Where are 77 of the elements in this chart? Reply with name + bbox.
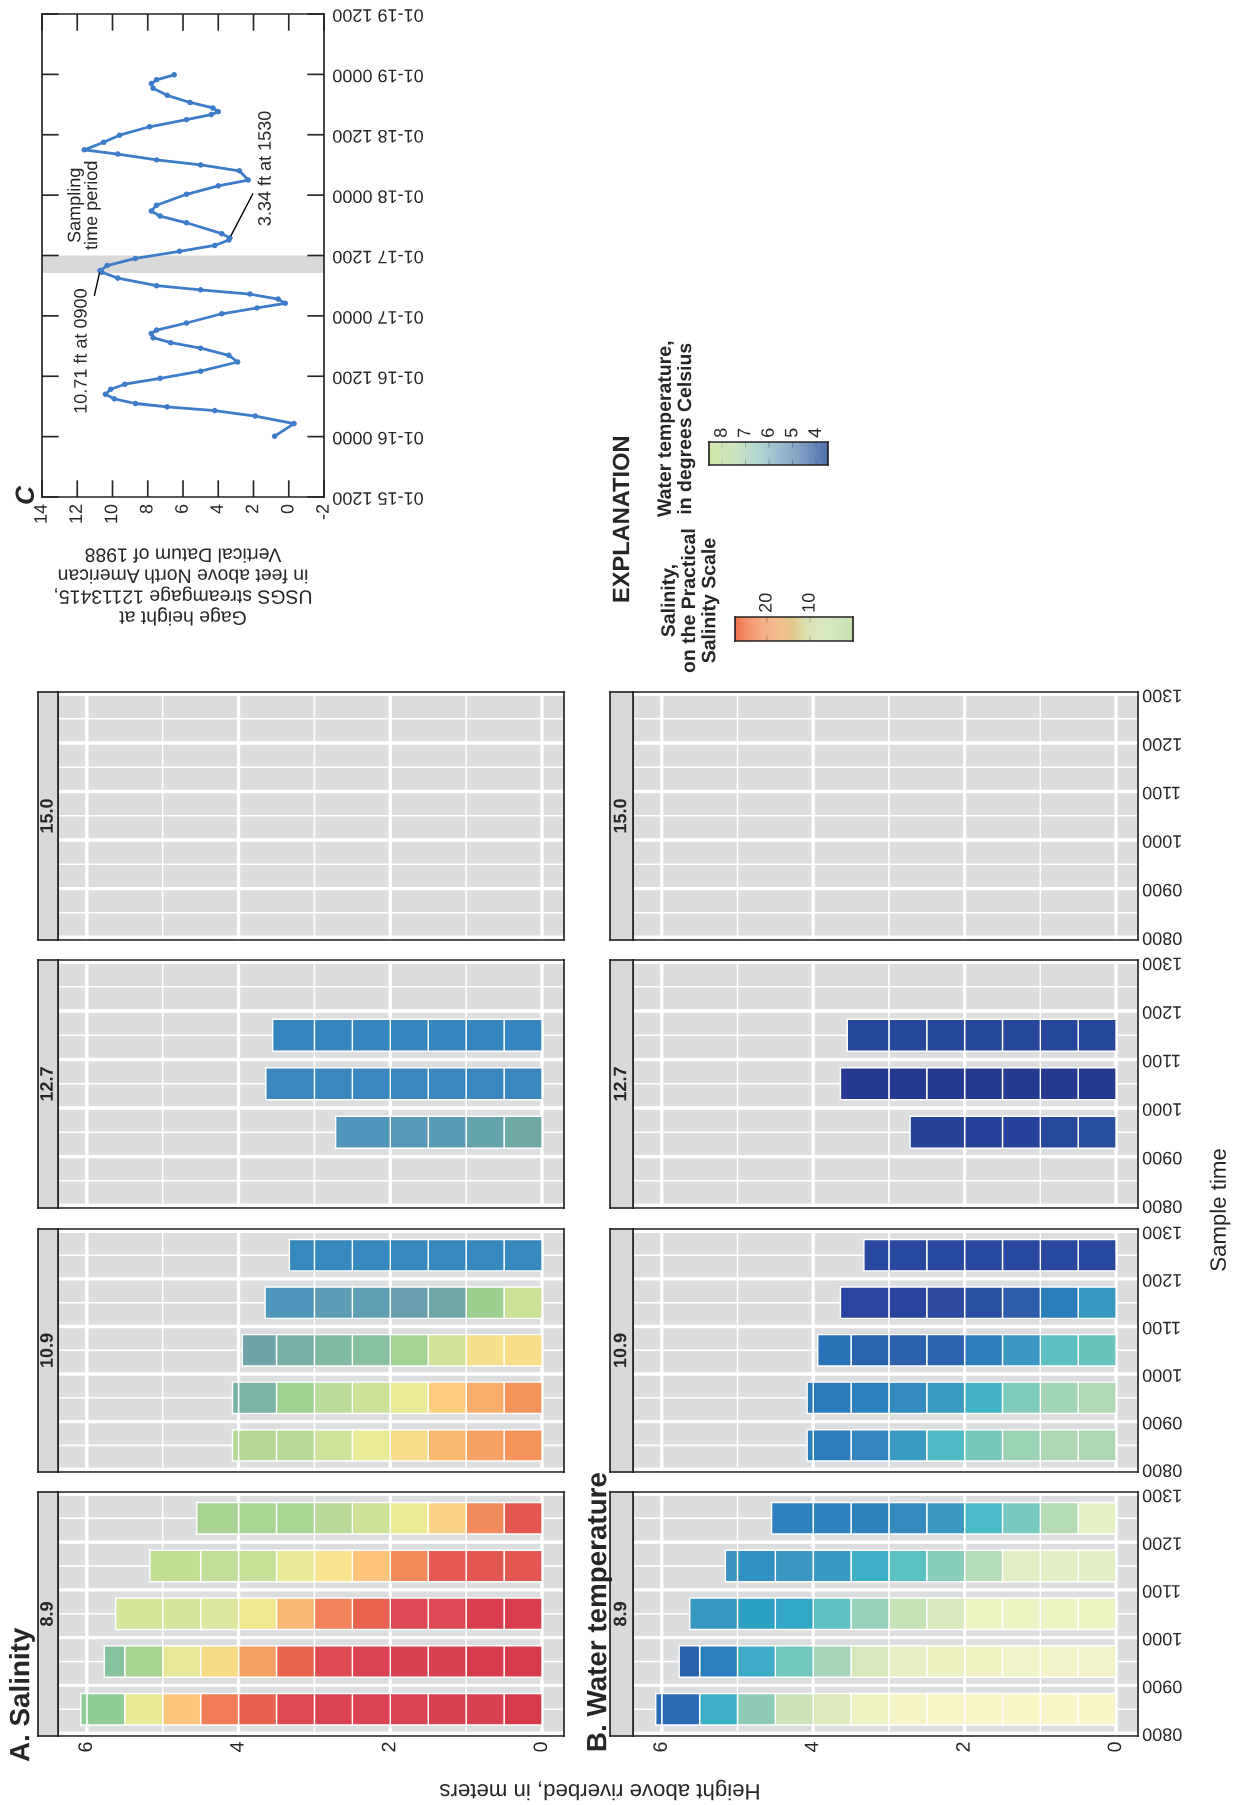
color-bar-label: 6: [761, 428, 774, 437]
text: 12.7: [613, 1067, 627, 1101]
y-tick-label: 01-15 1200: [333, 492, 423, 505]
y-tick-label: 01-18 1200: [333, 129, 423, 143]
x-tick-label: 6: [78, 1742, 93, 1752]
x-tick-label: -2: [316, 504, 329, 520]
y-tick-label: 01-17 1200: [333, 250, 423, 264]
color-bar-label: 4: [808, 428, 821, 438]
y-tick-label: 01-17 0000: [333, 311, 423, 324]
x-tick-label: 10: [104, 504, 118, 523]
color-bar-label: 10: [802, 593, 815, 612]
x-tick-label: 4: [210, 504, 223, 514]
y-tick-label: 0800: [1142, 1728, 1182, 1742]
x-tick-label: 6: [175, 504, 188, 514]
y-tick-label: 1300: [1142, 1489, 1181, 1503]
y-tick-label: 0900: [1142, 1416, 1182, 1430]
y-tick-label: 1300: [1142, 1226, 1181, 1240]
color-bar-label: 5: [784, 428, 798, 438]
y-tick-label: 1300: [1142, 689, 1181, 703]
y-tick-label: 1300: [1142, 957, 1181, 971]
annotation: 3.34 ft at 1530: [257, 111, 271, 226]
y-axis-title: Sample time: [1209, 1149, 1231, 1271]
text: 10.9: [40, 1333, 53, 1367]
y-tick-label: 1200: [1142, 738, 1181, 751]
color-bar-title: Water temperature, in degrees Celsius: [657, 341, 696, 517]
text: EXPLANATION: [612, 437, 630, 602]
y-tick-label: 1100: [1142, 786, 1180, 800]
text: A. Salinity: [9, 1627, 35, 1762]
y-tick-label: 0800: [1142, 1464, 1182, 1478]
x-tick-label: 4: [804, 1742, 819, 1752]
text: C: [15, 485, 35, 504]
annotation: 10.71 ft at 0900: [73, 289, 87, 413]
x-tick-label: 8: [139, 504, 153, 514]
x-tick-label: 2: [245, 504, 259, 514]
text: 12.7: [40, 1067, 53, 1101]
color-bar-label: 8: [714, 428, 727, 438]
y-tick-label: 1100: [1142, 1321, 1180, 1335]
text: 15.0: [613, 799, 627, 833]
x-tick-label: 14: [34, 504, 47, 523]
y-tick-label: 01-19 1200: [333, 9, 423, 22]
y-tick-label: 1000: [1142, 1632, 1181, 1646]
x-axis-title: Gage height at USGS streamgage 12113415, in feet above North American Vertical Datum of 1988: [55, 548, 312, 626]
x-tick-label: 0: [1107, 1742, 1122, 1752]
text: B. Water temperature: [587, 1473, 612, 1751]
x-tick-label: 2: [381, 1742, 396, 1752]
y-tick-label: 1200: [1142, 1006, 1181, 1019]
y-tick-label: 0900: [1142, 1680, 1182, 1694]
text: 8.9: [613, 1602, 627, 1626]
y-tick-label: 0800: [1142, 1200, 1182, 1214]
y-tick-label: 1100: [1142, 1054, 1180, 1068]
text: 10.9: [613, 1333, 627, 1367]
color-bar-label: 20: [758, 593, 772, 612]
y-tick-label: 01-16 1200: [333, 371, 423, 385]
y-tick-label: 1200: [1142, 1274, 1181, 1287]
y-tick-label: 01-18 0000: [333, 190, 423, 204]
y-tick-label: 01-16 0000: [333, 431, 423, 445]
y-tick-label: 1000: [1142, 835, 1181, 848]
text: 15.0: [40, 799, 53, 833]
x-tick-label: 0: [533, 1742, 548, 1752]
y-tick-label: 1000: [1142, 1103, 1181, 1116]
y-tick-label: 1200: [1142, 1537, 1181, 1551]
x-axis-title: Height above riverbed, in meters: [440, 1779, 759, 1801]
band-label: Sampling time period: [67, 161, 101, 250]
x-tick-label: 2: [956, 1742, 970, 1752]
y-tick-label: 0800: [1142, 932, 1182, 946]
x-tick-label: 4: [230, 1742, 244, 1752]
y-tick-label: 0900: [1142, 1151, 1182, 1165]
y-tick-label: 1000: [1142, 1369, 1181, 1382]
x-tick-label: 12: [69, 504, 82, 523]
y-tick-label: 1100: [1142, 1585, 1180, 1598]
y-tick-label: 0900: [1142, 883, 1182, 897]
text: 8.9: [40, 1602, 53, 1626]
color-bar-label: 7: [737, 428, 751, 437]
x-tick-label: 6: [653, 1742, 667, 1752]
y-tick-label: 01-19 0000: [333, 69, 423, 83]
x-tick-label: 0: [280, 504, 294, 514]
color-bar-title: Salinity, on the Practical Salinity Scale: [660, 529, 720, 673]
